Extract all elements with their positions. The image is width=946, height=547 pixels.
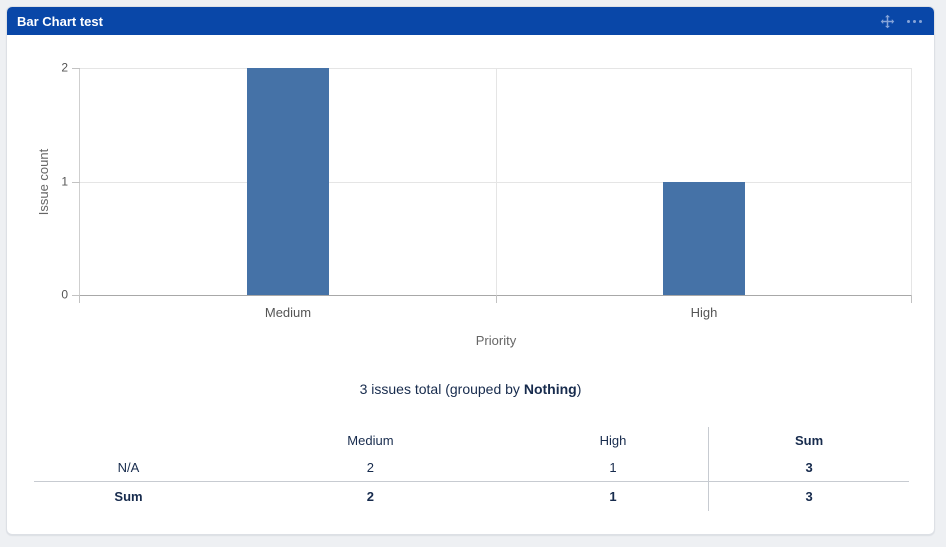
x-axis-tick	[496, 295, 497, 303]
table-row: Sum 2 1 3	[34, 481, 909, 511]
y-tick-label: 1	[61, 173, 68, 188]
summary-suffix: )	[576, 381, 582, 397]
table-column-header: High	[599, 433, 627, 448]
table-corner-cell	[34, 427, 223, 454]
gridline-vertical	[911, 68, 912, 295]
summary-group-by: Nothing	[523, 381, 577, 397]
x-axis-title: Priority	[475, 333, 517, 348]
bar-high[interactable]	[663, 181, 745, 295]
table-column-header: Sum	[708, 427, 909, 454]
table-cell: 2	[366, 460, 375, 475]
x-category-label: Medium	[264, 305, 312, 320]
more-options-icon[interactable]	[907, 19, 922, 23]
summary-table: Medium High Sum N/A 2 1 3 Sum 2 1 3	[34, 427, 909, 511]
table-cell: 1	[517, 481, 709, 511]
y-axis-tick	[72, 68, 80, 69]
x-axis-tick	[911, 295, 912, 303]
gadget-title: Bar Chart test	[17, 13, 103, 29]
summary-table-body: Medium High Sum N/A 2 1 3 Sum 2 1 3	[34, 427, 909, 511]
table-column-header: Medium	[347, 433, 394, 448]
plot-area: Issue count Priority 0 1 2 Medium High	[36, 60, 912, 348]
gadget-header: Bar Chart test	[7, 7, 934, 35]
gadget-body: Issue count Priority 0 1 2 Medium High 3 iss…	[7, 35, 934, 534]
y-tick-label: 0	[61, 287, 68, 302]
table-cell: 3	[708, 481, 909, 511]
summary-prefix: 3 issues total (grouped by	[359, 381, 524, 397]
gridline-vertical	[496, 68, 497, 295]
issues-total-summary: 3 issues total (grouped by Nothing)	[7, 381, 934, 397]
y-axis-title: Issue count	[36, 148, 51, 215]
move-icon[interactable]	[880, 14, 895, 29]
table-row: N/A 2 1 3	[34, 454, 909, 482]
table-header-row: Medium High Sum	[34, 427, 909, 454]
summary-table-wrap: Medium High Sum N/A 2 1 3 Sum 2 1 3	[34, 427, 909, 511]
table-cell: 3	[708, 454, 909, 482]
y-tick-label: 2	[61, 60, 68, 75]
header-icons	[880, 14, 922, 29]
y-axis-tick	[72, 295, 80, 296]
x-axis-tick	[79, 295, 80, 303]
bar-medium[interactable]	[247, 68, 329, 295]
y-axis-tick	[72, 181, 80, 183]
x-category-label: High	[690, 305, 718, 320]
row-label: Sum	[34, 481, 223, 511]
row-label: N/A	[117, 460, 140, 475]
table-cell: 1	[609, 460, 617, 475]
table-cell: 2	[222, 481, 518, 511]
